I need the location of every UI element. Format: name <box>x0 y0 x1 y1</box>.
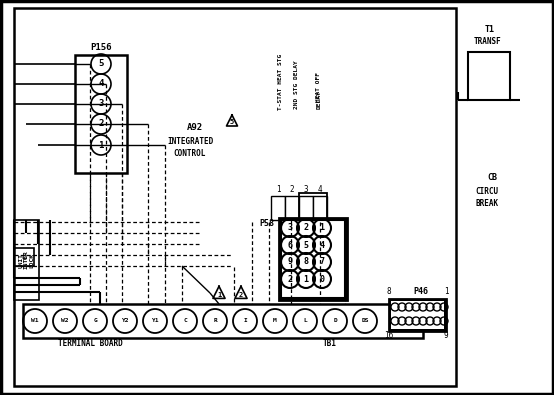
Text: 2ND STG DELAY: 2ND STG DELAY <box>294 60 299 109</box>
Bar <box>299 196 313 220</box>
Text: 4: 4 <box>98 79 104 88</box>
Text: TB1: TB1 <box>323 339 337 348</box>
Text: CIRCU: CIRCU <box>475 188 499 196</box>
Text: 1: 1 <box>98 141 104 149</box>
Text: 5: 5 <box>98 60 104 68</box>
Text: D: D <box>333 318 337 324</box>
Text: DELAY: DELAY <box>316 90 321 109</box>
Text: 16: 16 <box>384 331 394 340</box>
Text: DS: DS <box>361 318 369 324</box>
Text: 6: 6 <box>288 241 293 250</box>
Bar <box>391 301 444 329</box>
Text: C: C <box>183 318 187 324</box>
Text: 9: 9 <box>444 331 448 340</box>
Bar <box>75 55 127 173</box>
Text: 1: 1 <box>217 292 221 297</box>
Text: 9: 9 <box>288 258 293 267</box>
Text: CONTROL: CONTROL <box>174 149 206 158</box>
Text: 2: 2 <box>288 275 293 284</box>
Bar <box>468 52 510 100</box>
Bar <box>299 193 327 220</box>
Bar <box>281 220 345 298</box>
Text: 0: 0 <box>320 275 325 284</box>
Bar <box>313 196 327 220</box>
Text: CB: CB <box>487 173 497 182</box>
Text: 5: 5 <box>304 241 309 250</box>
Text: 1: 1 <box>276 184 280 194</box>
Bar <box>14 248 34 266</box>
Text: o: o <box>22 252 27 261</box>
Text: L: L <box>303 318 307 324</box>
Text: G: G <box>93 318 97 324</box>
Text: 1: 1 <box>444 288 448 297</box>
Text: W2: W2 <box>61 318 69 324</box>
Bar <box>281 220 345 298</box>
Text: W1: W1 <box>31 318 39 324</box>
Text: M: M <box>273 318 277 324</box>
Bar <box>23 304 423 338</box>
Text: 5: 5 <box>230 120 234 126</box>
Text: T-STAT HEAT STG: T-STAT HEAT STG <box>279 54 284 110</box>
Text: P46: P46 <box>413 288 428 297</box>
Text: 8: 8 <box>304 258 309 267</box>
Text: 2: 2 <box>304 224 309 233</box>
Text: 2: 2 <box>239 292 243 297</box>
Text: 3: 3 <box>98 100 104 109</box>
Text: 4: 4 <box>317 184 322 194</box>
Text: R: R <box>213 318 217 324</box>
Bar <box>285 196 299 220</box>
Bar <box>14 220 39 300</box>
Text: 2: 2 <box>98 120 104 128</box>
Bar <box>14 8 456 386</box>
Bar <box>271 196 285 220</box>
Text: 3: 3 <box>288 224 293 233</box>
Text: INTEGRATED: INTEGRATED <box>167 137 213 147</box>
Text: P156: P156 <box>90 43 112 53</box>
Text: 8: 8 <box>387 288 391 297</box>
Text: T1: T1 <box>485 26 495 34</box>
Text: Y2: Y2 <box>121 318 129 324</box>
Text: TRANSF: TRANSF <box>473 38 501 47</box>
Bar <box>279 218 347 300</box>
Text: A92: A92 <box>187 124 203 132</box>
Text: 1: 1 <box>320 224 325 233</box>
Text: BREAK: BREAK <box>475 199 499 209</box>
Text: P58: P58 <box>259 218 274 228</box>
Text: Y1: Y1 <box>151 318 159 324</box>
Text: 4: 4 <box>320 241 325 250</box>
Text: 2: 2 <box>290 184 294 194</box>
Text: I: I <box>243 318 247 324</box>
Text: 1: 1 <box>304 275 309 284</box>
Text: UNIT
INTER
LOCK: UNIT INTER LOCK <box>18 250 35 269</box>
Bar <box>389 299 446 331</box>
Text: HEAT OFF: HEAT OFF <box>315 72 321 102</box>
Text: 7: 7 <box>320 258 325 267</box>
Text: 3: 3 <box>304 184 309 194</box>
Text: TERMINAL BOARD: TERMINAL BOARD <box>58 339 122 348</box>
